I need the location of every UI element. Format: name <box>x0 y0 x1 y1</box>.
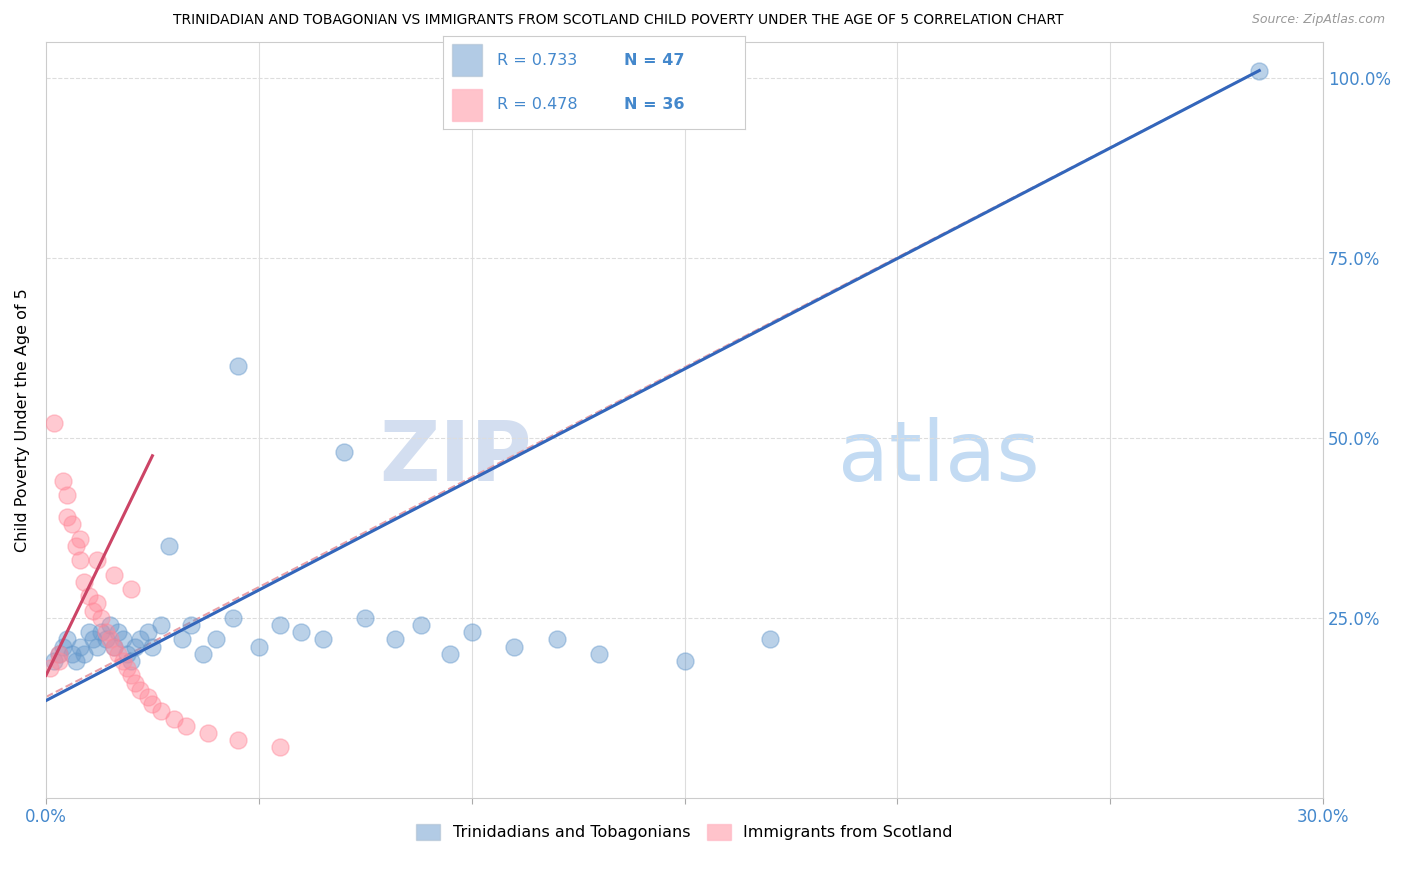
Point <box>86 553 108 567</box>
Point <box>44 654 66 668</box>
Point <box>98 632 121 647</box>
Point <box>52 474 75 488</box>
Point <box>115 661 138 675</box>
Point <box>269 618 291 632</box>
Point <box>82 632 104 647</box>
Point <box>141 697 163 711</box>
Point <box>439 647 461 661</box>
Point <box>52 640 75 654</box>
Point <box>69 532 91 546</box>
FancyBboxPatch shape <box>451 44 482 76</box>
Point <box>107 647 129 661</box>
Point <box>124 675 146 690</box>
Point <box>141 640 163 654</box>
Point <box>86 640 108 654</box>
Point <box>128 632 150 647</box>
Point <box>673 654 696 668</box>
Text: R = 0.478: R = 0.478 <box>498 97 578 112</box>
Point <box>159 539 181 553</box>
Point <box>588 647 610 661</box>
Point <box>65 539 87 553</box>
Text: N = 36: N = 36 <box>624 97 685 112</box>
Point <box>163 712 186 726</box>
FancyBboxPatch shape <box>451 89 482 121</box>
Point <box>103 640 125 654</box>
Point <box>172 632 194 647</box>
Point <box>460 625 482 640</box>
Point <box>384 632 406 647</box>
Point <box>503 640 526 654</box>
Point <box>60 647 83 661</box>
Point <box>73 647 96 661</box>
Point <box>69 553 91 567</box>
Point <box>94 625 117 640</box>
Y-axis label: Child Poverty Under the Age of 5: Child Poverty Under the Age of 5 <box>15 288 30 551</box>
Text: atlas: atlas <box>838 417 1039 498</box>
Point <box>82 604 104 618</box>
Point <box>107 625 129 640</box>
Point <box>111 632 134 647</box>
Point <box>136 625 159 640</box>
Point <box>409 618 432 632</box>
Point <box>247 640 270 654</box>
Point <box>103 640 125 654</box>
Point <box>197 726 219 740</box>
Text: TRINIDADIAN AND TOBAGONIAN VS IMMIGRANTS FROM SCOTLAND CHILD POVERTY UNDER THE A: TRINIDADIAN AND TOBAGONIAN VS IMMIGRANTS… <box>173 13 1064 28</box>
Point <box>48 647 70 661</box>
Point <box>39 661 62 675</box>
Point <box>758 632 780 647</box>
Point <box>149 705 172 719</box>
Point <box>354 611 377 625</box>
Point <box>149 618 172 632</box>
Point <box>48 647 70 661</box>
Point <box>226 359 249 373</box>
Point <box>69 640 91 654</box>
Text: Source: ZipAtlas.com: Source: ZipAtlas.com <box>1251 13 1385 27</box>
Point <box>120 582 142 596</box>
Point <box>128 682 150 697</box>
Point <box>111 654 134 668</box>
Point <box>222 611 245 625</box>
Point <box>44 417 66 431</box>
Point <box>56 632 79 647</box>
Point <box>103 567 125 582</box>
Point <box>176 719 198 733</box>
Point <box>180 618 202 632</box>
Point <box>333 445 356 459</box>
Point <box>77 625 100 640</box>
Point <box>193 647 215 661</box>
Point <box>1249 63 1271 78</box>
Text: R = 0.733: R = 0.733 <box>498 53 578 68</box>
Point <box>94 632 117 647</box>
Point <box>56 510 79 524</box>
Point <box>90 611 112 625</box>
Legend: Trinidadians and Tobagonians, Immigrants from Scotland: Trinidadians and Tobagonians, Immigrants… <box>411 817 959 847</box>
Point <box>546 632 568 647</box>
Point <box>48 654 70 668</box>
Point <box>136 690 159 704</box>
Text: N = 47: N = 47 <box>624 53 685 68</box>
Point <box>56 488 79 502</box>
Point <box>312 632 335 647</box>
Point <box>73 574 96 589</box>
Point <box>290 625 312 640</box>
Text: ZIP: ZIP <box>378 417 531 498</box>
Point <box>205 632 228 647</box>
Point <box>115 647 138 661</box>
Point <box>90 625 112 640</box>
Point <box>65 654 87 668</box>
Point <box>124 640 146 654</box>
Point <box>120 668 142 682</box>
Point <box>98 618 121 632</box>
Point <box>120 654 142 668</box>
Point <box>77 589 100 603</box>
Point <box>60 517 83 532</box>
Point <box>86 596 108 610</box>
Point <box>226 733 249 747</box>
Point <box>269 740 291 755</box>
